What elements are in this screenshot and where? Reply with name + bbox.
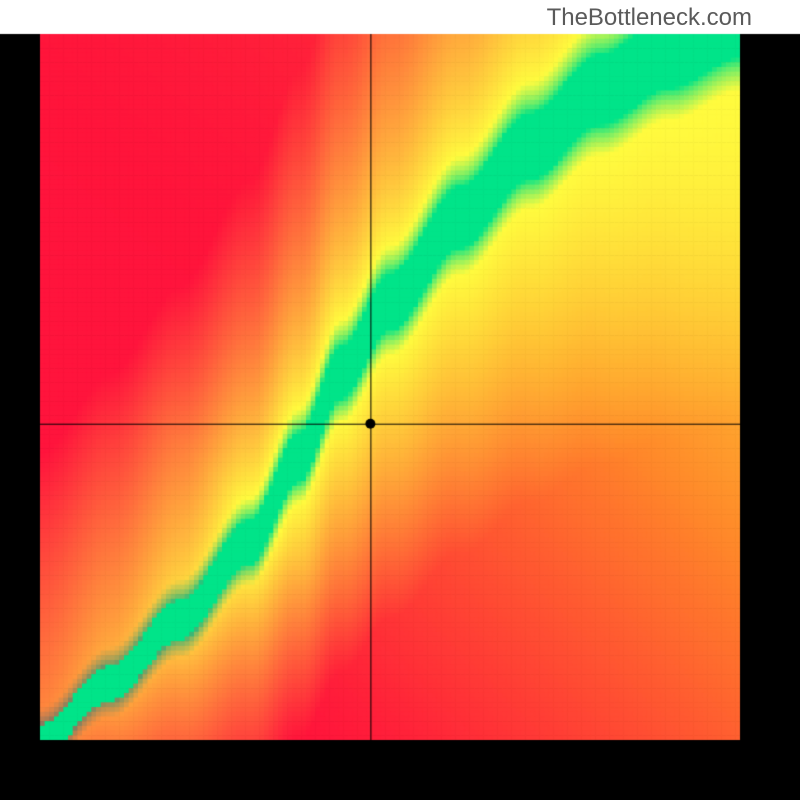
watermark-text: TheBottleneck.com — [547, 4, 752, 32]
heatmap-canvas — [0, 0, 800, 800]
chart-container: TheBottleneck.com — [0, 0, 800, 800]
